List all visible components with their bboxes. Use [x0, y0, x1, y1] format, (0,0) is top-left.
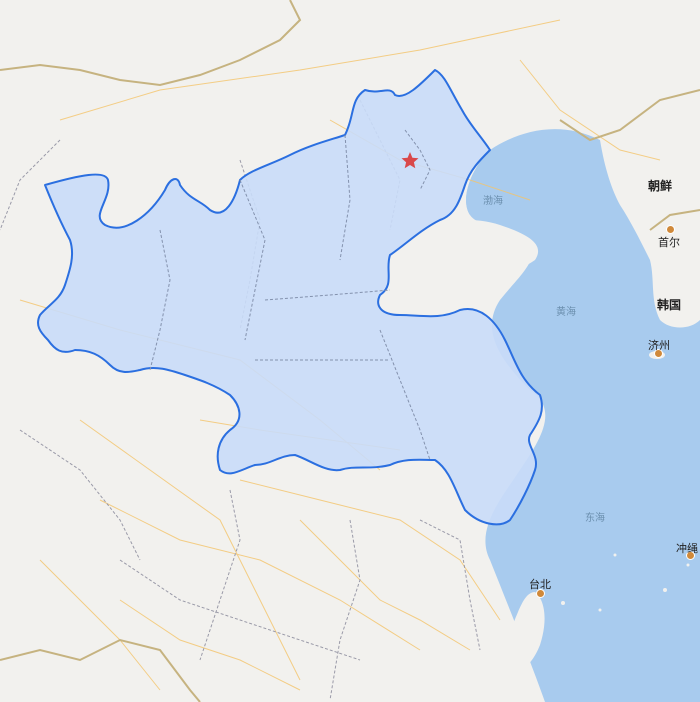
bohai-area [466, 150, 525, 220]
label-jeju: 济州 [648, 339, 670, 352]
label-seoul: 首尔 [658, 236, 680, 249]
label-yellow-sea: 黄海 [556, 307, 576, 318]
city-dot-icon[interactable] [654, 349, 663, 358]
region-province-lines [149, 129, 431, 461]
label-north-korea: 朝鲜 [648, 179, 673, 193]
korea-land [600, 100, 700, 328]
city-dot-icon[interactable] [536, 589, 545, 598]
city-dot-icon[interactable] [686, 551, 695, 560]
islands [561, 553, 690, 612]
label-okinawa: 冲绳 [676, 542, 698, 555]
label-bohai: 渤海 [483, 196, 503, 207]
shandong-land [385, 219, 539, 312]
label-taipei: 台北 [529, 578, 551, 591]
taiwan-land [508, 592, 545, 669]
city-dot-icon[interactable] [666, 225, 675, 234]
sea-area [466, 129, 700, 702]
highlighted-region [37, 69, 543, 526]
label-east-sea: 东海 [585, 513, 605, 524]
capital-star-icon[interactable] [401, 152, 419, 169]
label-south-korea: 韩国 [657, 298, 682, 312]
